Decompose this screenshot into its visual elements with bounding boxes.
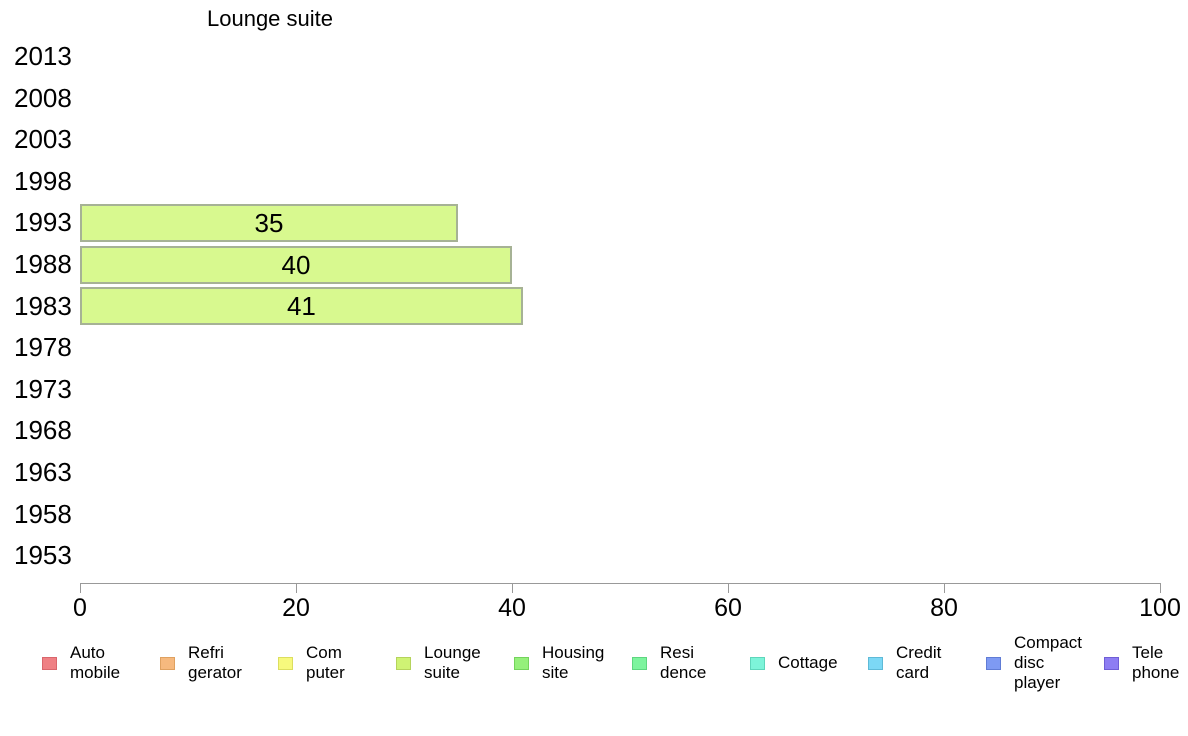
legend-swatch-icon xyxy=(1104,656,1119,670)
legend-item[interactable]: Auto mobile xyxy=(30,643,148,683)
y-axis-label: 2013 xyxy=(14,41,72,71)
legend-swatch-icon xyxy=(514,656,529,670)
plot-row: 1998 xyxy=(0,161,1188,203)
legend-swatch-icon xyxy=(278,656,293,670)
x-tick-mark xyxy=(728,583,729,593)
legend-swatch-icon xyxy=(396,656,411,670)
x-tick-label: 20 xyxy=(282,594,310,622)
legend-swatch-icon xyxy=(632,656,647,670)
plot-row: 1988 40 xyxy=(0,244,1188,286)
legend-item[interactable]: Refri gerator xyxy=(148,643,266,683)
x-tick-mark xyxy=(1160,583,1161,593)
bar-value-label: 41 xyxy=(286,291,316,322)
legend-item[interactable]: Cottage xyxy=(738,653,856,673)
bar-value-label: 35 xyxy=(254,208,284,239)
x-tick-mark xyxy=(944,583,945,593)
y-axis-label: 2003 xyxy=(14,124,72,155)
legend: Auto mobile Refri gerator Com puter Lounge … xyxy=(30,630,1188,696)
y-axis-label: 1993 xyxy=(14,207,72,238)
plot-row: 1983 41 xyxy=(0,286,1188,328)
y-axis-label: 1988 xyxy=(14,248,72,279)
y-axis-label: 1958 xyxy=(14,498,72,529)
legend-swatch-icon xyxy=(750,656,765,670)
plot-row: 2013 xyxy=(0,36,1188,78)
legend-item-label: Refri gerator xyxy=(188,643,242,682)
bar[interactable]: 35 xyxy=(80,204,458,243)
legend-item-label: Com puter xyxy=(306,643,345,682)
bar-value-label: 40 xyxy=(281,249,311,280)
plot-row: 2008 xyxy=(0,78,1188,120)
plot-row: 1963 xyxy=(0,452,1188,494)
plot-row: 1953 xyxy=(0,535,1188,577)
legend-item-label: Tele phone xyxy=(1132,643,1180,682)
plot-row: 1993 35 xyxy=(0,202,1188,244)
plot-row: 1978 xyxy=(0,327,1188,369)
y-axis-label: 1978 xyxy=(14,332,72,363)
legend-item[interactable]: Lounge suite xyxy=(384,643,502,683)
x-tick-mark xyxy=(512,583,513,593)
legend-item[interactable]: Resi dence xyxy=(620,643,738,683)
legend-item-label: Credit card xyxy=(896,643,942,682)
bar[interactable]: 40 xyxy=(80,245,512,284)
legend-item[interactable]: Credit card xyxy=(856,643,974,683)
y-axis-label: 1973 xyxy=(14,373,72,404)
legend-swatch-icon xyxy=(868,656,883,670)
x-tick-mark xyxy=(80,583,81,593)
x-axis-line xyxy=(80,583,1161,584)
legend-item-label: Cottage xyxy=(778,653,838,672)
y-axis-label: 1963 xyxy=(14,456,72,487)
x-tick-label: 60 xyxy=(714,594,742,622)
x-tick-label: 0 xyxy=(73,594,87,622)
x-tick-mark xyxy=(296,583,297,593)
legend-item[interactable]: Com puter xyxy=(266,643,384,683)
plot-row: 1973 xyxy=(0,369,1188,411)
y-axis-label: 2008 xyxy=(14,82,72,113)
legend-item[interactable]: Tele phone xyxy=(1092,643,1188,683)
legend-item-label: Housing site xyxy=(542,643,605,682)
x-tick-label: 40 xyxy=(498,594,526,622)
x-tick-label: 100 xyxy=(1139,594,1181,622)
chart-title: Lounge suite xyxy=(207,6,333,31)
legend-item[interactable]: Compact disc player xyxy=(974,633,1092,693)
plot-row: 2003 xyxy=(0,119,1188,161)
plot-row: 1968 xyxy=(0,410,1188,452)
legend-swatch-icon xyxy=(42,656,57,670)
y-axis-label: 1998 xyxy=(14,165,72,196)
legend-item-label: Auto mobile xyxy=(70,643,121,682)
plot-row: 1958 xyxy=(0,494,1188,536)
x-tick-label: 80 xyxy=(930,594,958,622)
y-axis-label: 1968 xyxy=(14,415,72,446)
bar[interactable]: 41 xyxy=(80,287,523,326)
legend-swatch-icon xyxy=(986,656,1001,670)
legend-item-label: Lounge suite xyxy=(424,643,481,682)
legend-item-label: Resi dence xyxy=(660,643,707,682)
legend-swatch-icon xyxy=(160,656,175,670)
y-axis-label: 1953 xyxy=(14,540,72,571)
y-axis-label: 1983 xyxy=(14,290,72,321)
legend-item[interactable]: Housing site xyxy=(502,643,620,683)
legend-item-label: Compact disc player xyxy=(1014,633,1083,692)
plot-area: 2013 2008 2003 1998 1993 35 1988 40 1983 41 1978 19… xyxy=(0,36,1188,577)
